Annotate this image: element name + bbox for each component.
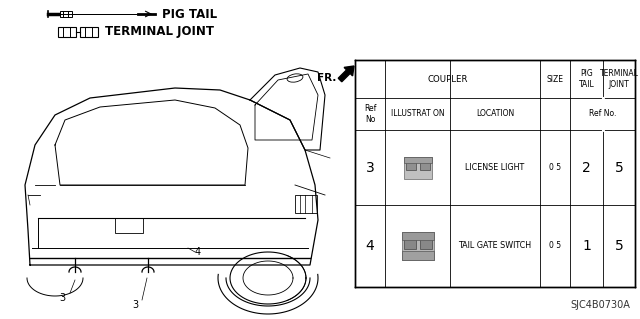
Text: PIG
TAIL: PIG TAIL	[579, 69, 595, 89]
Text: 3: 3	[132, 300, 138, 310]
Text: 3: 3	[365, 160, 374, 174]
Text: LICENSE LIGHT: LICENSE LIGHT	[465, 163, 525, 172]
Bar	[60, 11, 72, 17]
Bar	[403, 157, 431, 179]
Text: 3: 3	[59, 293, 65, 303]
Bar	[401, 232, 433, 240]
FancyArrow shape	[338, 66, 354, 82]
Text: TAIL GATE SWITCH: TAIL GATE SWITCH	[458, 241, 532, 250]
Bar	[295, 195, 317, 213]
Ellipse shape	[287, 74, 303, 82]
Text: PIG TAIL: PIG TAIL	[162, 8, 217, 20]
Text: TERMINAL
JOINT: TERMINAL JOINT	[600, 69, 639, 89]
Bar	[406, 160, 415, 169]
Bar	[115, 218, 143, 233]
Text: 1: 1	[582, 239, 591, 253]
Bar	[401, 232, 433, 260]
Text: FR.: FR.	[317, 73, 336, 83]
Bar	[419, 160, 429, 169]
Bar	[419, 238, 431, 249]
Text: TERMINAL JOINT: TERMINAL JOINT	[105, 26, 214, 39]
Bar	[80, 27, 98, 37]
Text: 5: 5	[614, 239, 623, 253]
Text: Ref No.: Ref No.	[589, 109, 616, 118]
Text: 0 5: 0 5	[549, 241, 561, 250]
Text: 2: 2	[582, 160, 591, 174]
Text: SIZE: SIZE	[547, 75, 563, 84]
Text: COUPLER: COUPLER	[428, 75, 468, 84]
Text: ILLUSTRAT ON: ILLUSTRAT ON	[390, 109, 444, 118]
Text: 4: 4	[365, 239, 374, 253]
Text: 5: 5	[614, 160, 623, 174]
Bar	[403, 238, 415, 249]
Bar	[401, 251, 433, 260]
Text: SJC4B0730A: SJC4B0730A	[570, 300, 630, 310]
Bar	[58, 27, 76, 37]
Text: 0 5: 0 5	[549, 163, 561, 172]
Text: LOCATION: LOCATION	[476, 109, 514, 118]
Bar	[403, 157, 431, 162]
Text: Ref
No: Ref No	[364, 104, 376, 124]
Text: 4: 4	[195, 247, 201, 257]
